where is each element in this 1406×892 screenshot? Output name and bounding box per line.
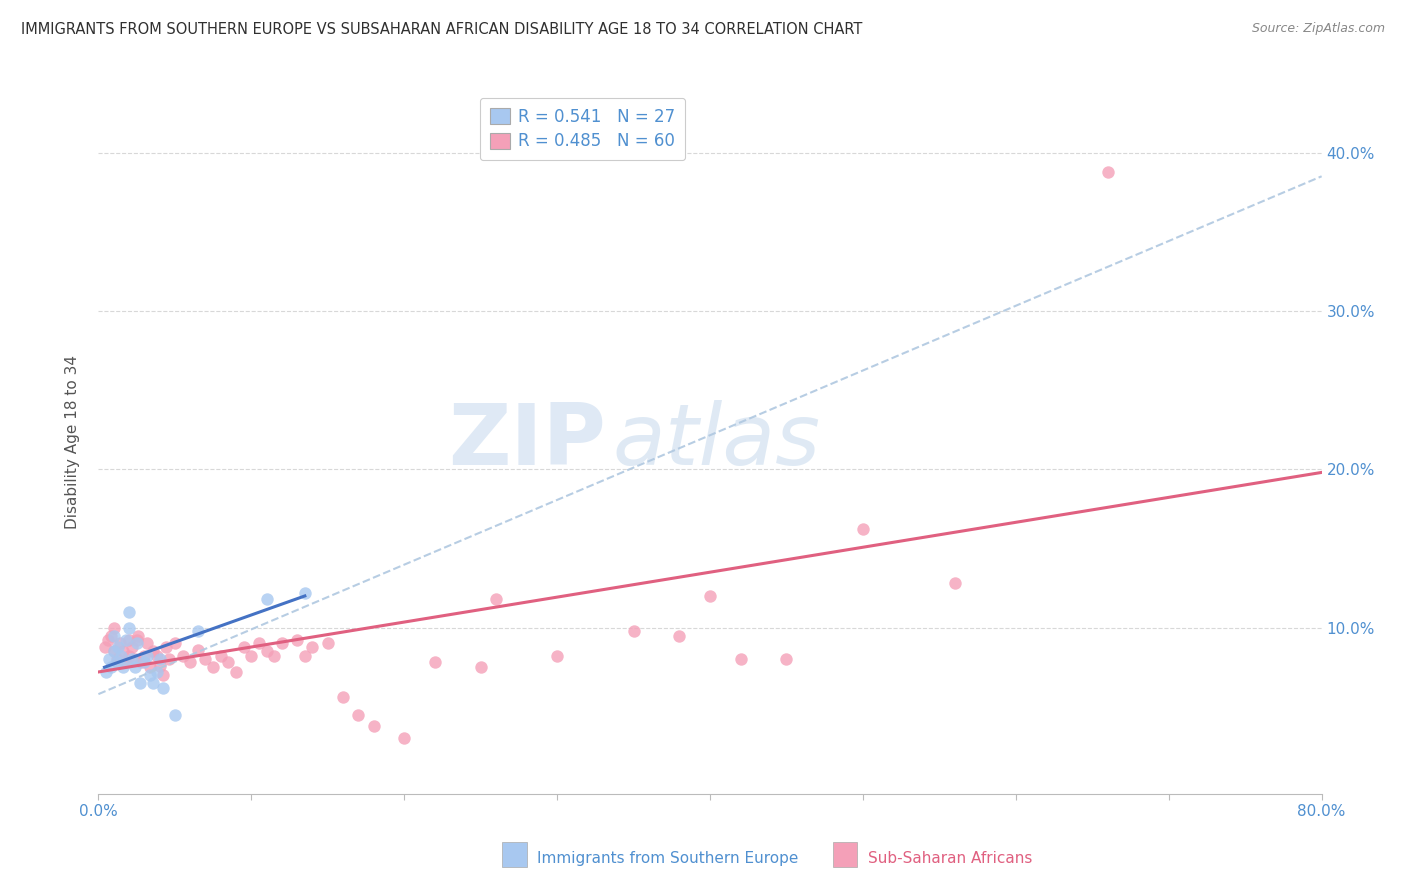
Point	[149, 652, 172, 666]
Point	[108, 636, 131, 650]
Point	[115, 656, 138, 670]
Point	[134, 656, 156, 670]
Point	[145, 649, 167, 664]
Point	[294, 649, 316, 664]
Point	[103, 628, 125, 642]
Point	[118, 649, 141, 664]
Point	[363, 719, 385, 733]
Point	[124, 660, 146, 674]
Point	[127, 628, 149, 642]
Point	[225, 665, 247, 679]
Point	[668, 628, 690, 642]
Point	[152, 681, 174, 695]
Point	[103, 644, 125, 658]
Point	[103, 621, 125, 635]
Point	[240, 649, 263, 664]
Point	[145, 665, 167, 679]
Point	[105, 656, 128, 670]
Point	[232, 640, 254, 654]
Y-axis label: Disability Age 18 to 34: Disability Age 18 to 34	[65, 354, 80, 529]
Point	[149, 658, 172, 673]
Point	[157, 652, 180, 666]
Point	[775, 652, 797, 666]
Bar	[502, 842, 527, 867]
Point	[139, 660, 162, 674]
Point	[392, 731, 416, 746]
Point	[142, 676, 165, 690]
Point	[97, 633, 120, 648]
Point	[270, 636, 292, 650]
Point	[155, 640, 177, 654]
Point	[202, 660, 225, 674]
Point	[98, 652, 121, 666]
Point	[187, 642, 209, 657]
Point	[105, 652, 128, 666]
Point	[136, 649, 159, 664]
Point	[142, 644, 165, 658]
Text: Source: ZipAtlas.com: Source: ZipAtlas.com	[1251, 22, 1385, 36]
Point	[209, 649, 232, 664]
Point	[125, 633, 148, 648]
Point	[470, 660, 492, 674]
Point	[179, 656, 201, 670]
Point	[263, 649, 285, 664]
Point	[172, 649, 194, 664]
Point	[1097, 164, 1119, 178]
Point	[285, 633, 308, 648]
Point	[194, 652, 217, 666]
Point	[294, 586, 316, 600]
Point	[124, 652, 146, 666]
Point	[623, 624, 645, 638]
Point	[107, 640, 129, 654]
Point	[247, 636, 270, 650]
Point	[118, 605, 141, 619]
Point	[94, 665, 117, 679]
Point	[347, 707, 370, 722]
Point	[332, 690, 354, 705]
Point	[136, 636, 159, 650]
Text: IMMIGRANTS FROM SOUTHERN EUROPE VS SUBSAHARAN AFRICAN DISABILITY AGE 18 TO 34 CO: IMMIGRANTS FROM SOUTHERN EUROPE VS SUBSA…	[21, 22, 862, 37]
Point	[699, 589, 721, 603]
Point	[111, 644, 134, 658]
Point	[187, 624, 209, 638]
Text: Sub-Saharan Africans: Sub-Saharan Africans	[868, 851, 1032, 865]
Point	[163, 636, 186, 650]
Point	[128, 676, 150, 690]
Point	[121, 640, 143, 654]
Text: atlas: atlas	[612, 400, 820, 483]
Text: Immigrants from Southern Europe: Immigrants from Southern Europe	[537, 851, 799, 865]
Point	[103, 644, 125, 658]
Point	[111, 660, 134, 674]
Point	[316, 636, 339, 650]
Point	[943, 576, 966, 591]
Point	[423, 656, 446, 670]
Point	[256, 592, 278, 607]
Point	[118, 633, 141, 648]
Point	[134, 649, 156, 664]
Point	[125, 636, 148, 650]
Point	[129, 656, 152, 670]
Text: ZIP: ZIP	[449, 400, 606, 483]
Point	[546, 649, 568, 664]
Point	[118, 621, 141, 635]
Point	[139, 668, 162, 682]
Point	[152, 668, 174, 682]
Point	[163, 707, 186, 722]
Point	[256, 644, 278, 658]
Point	[121, 652, 143, 666]
Bar	[832, 842, 858, 867]
Point	[100, 660, 122, 674]
Point	[730, 652, 752, 666]
Point	[100, 628, 122, 642]
Point	[110, 649, 132, 664]
Point	[93, 640, 115, 654]
Point	[217, 656, 239, 670]
Point	[115, 633, 138, 648]
Point	[485, 592, 508, 607]
Point	[852, 523, 875, 537]
Legend: R = 0.541   N = 27, R = 0.485   N = 60: R = 0.541 N = 27, R = 0.485 N = 60	[479, 97, 685, 161]
Point	[301, 640, 323, 654]
